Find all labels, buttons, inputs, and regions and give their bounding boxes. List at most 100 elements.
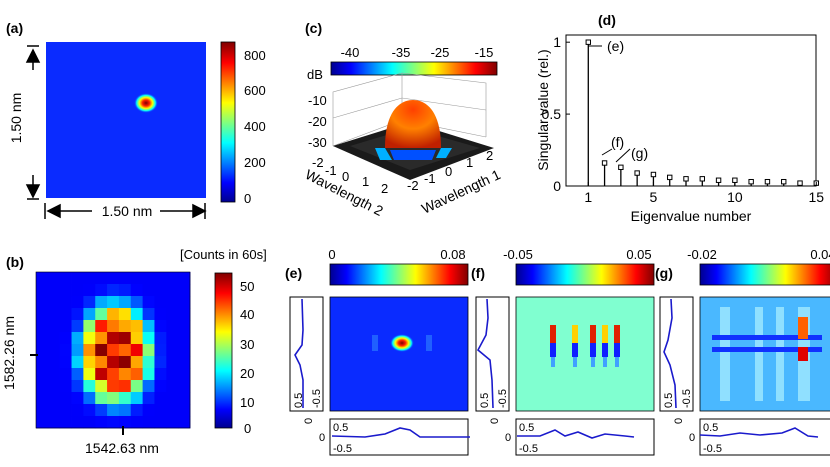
panel-f-lobe (614, 325, 620, 343)
panel-g-band (776, 307, 784, 401)
panel-a-x-scale: 1.50 nm (102, 203, 153, 219)
pixel-cell (47, 332, 61, 345)
pixel-cell (59, 392, 72, 405)
panel-c-z-tick-10: -10 (308, 93, 327, 108)
pixel-cell (59, 416, 72, 429)
chart-point (667, 174, 673, 181)
panel-a-cb-tick-800: 800 (244, 48, 266, 63)
panel-e-label: (e) (285, 265, 302, 281)
pixel-cell (142, 272, 155, 285)
pixel-cell (107, 272, 120, 285)
panel-f-bottom-tick-pos: 0.5 (519, 422, 534, 434)
panel-f-left-zero: 0 (489, 418, 501, 424)
pixel-cell (95, 332, 108, 345)
panel-c-y-tick-2: 2 (486, 148, 493, 163)
panel-c-colorbar (330, 61, 498, 76)
panel-f-lobe (550, 343, 556, 357)
chart-y-tick-label: 0.5 (542, 106, 562, 122)
pixel-cell (59, 368, 72, 381)
pixel-cell (36, 356, 49, 369)
pixel-cell (36, 368, 49, 381)
panel-a-cb-tick-200: 200 (244, 155, 266, 170)
panel-e-spot (390, 334, 414, 352)
pixel-cell (95, 272, 108, 285)
pixel-cell (118, 392, 132, 405)
panel-g-band (720, 307, 730, 401)
pixel-cell (154, 308, 167, 321)
panel-f-lobe (603, 357, 607, 367)
panel-g-cb-min: -0.02 (687, 247, 717, 262)
pixel-cell (95, 416, 108, 429)
panel-f-left-tick-neg: -0.5 (497, 389, 509, 408)
panel-g-band (798, 347, 808, 361)
pixel-cell (130, 308, 144, 321)
pixel-cell (59, 344, 72, 357)
panel-b-cb-tick-0: 0 (244, 421, 251, 436)
pixel-cell (142, 356, 155, 369)
pixel-cell (107, 416, 120, 429)
pixel-cell (154, 272, 167, 285)
pixel-cell (36, 344, 49, 357)
pixel-cell (142, 332, 155, 345)
panel-g-bottom-tick-neg: -0.5 (703, 443, 722, 455)
pixel-cell (83, 404, 96, 417)
panel-c-z-tick-30: -30 (308, 135, 327, 150)
pixel-cell (47, 416, 61, 429)
panel-c-y-tick-0: 0 (445, 164, 452, 179)
pixel-cell (83, 296, 96, 309)
chart-annot-e: (e) (607, 38, 624, 54)
panel-c-cb-tick-25: -25 (431, 45, 450, 60)
pixel-cell (107, 296, 120, 309)
panel-e: (e) 0 0.08 0.5 -0.5 0 0.5 -0.5 0 (285, 247, 470, 456)
panel-b-cb-tick-40: 40 (240, 307, 254, 322)
chart-point (797, 180, 803, 186)
pixel-cell (130, 392, 144, 405)
pixel-cell (178, 392, 191, 405)
panel-b-cb-tick-10: 10 (240, 395, 254, 410)
pixel-cell (95, 380, 108, 393)
pixel-cell (118, 368, 132, 381)
pixel-cell (59, 296, 72, 309)
pixel-cell (154, 368, 167, 381)
panel-b-label: (b) (6, 254, 24, 270)
pixel-cell (166, 368, 179, 381)
chart-annot-g: (g) (631, 145, 648, 161)
pixel-cell (178, 308, 191, 321)
pixel-cell (83, 392, 96, 405)
pixel-cell (83, 368, 96, 381)
pixel-cell (47, 380, 61, 393)
pixel-cell (83, 272, 96, 285)
chart-annot-f: (f) (611, 134, 624, 150)
pixel-cell (36, 284, 49, 297)
panel-e-sidelobe (372, 335, 378, 351)
chart-x-tick-label: 5 (650, 189, 658, 205)
pixel-cell (47, 272, 61, 285)
panel-c-y-tick-1: 1 (466, 155, 473, 170)
pixel-cell (95, 344, 108, 357)
pixel-cell (83, 332, 96, 345)
pixel-cell (166, 392, 179, 405)
chart-y-axis-label: Singular value (rel.) (535, 49, 551, 170)
panel-c-y-tick-m2: -2 (407, 178, 419, 193)
panel-f-lobe (572, 325, 578, 343)
panel-a-y-scale: 1.50 nm (8, 93, 24, 144)
pixel-cell (142, 284, 155, 297)
panel-g-band (755, 307, 763, 401)
chart-point (748, 178, 754, 185)
panel-f-colorbar (515, 263, 655, 286)
pixel-cell (178, 368, 191, 381)
panel-c-cb-tick-35: -35 (392, 45, 411, 60)
panel-g-left-tick-neg: -0.5 (681, 389, 693, 408)
pixel-cell (47, 404, 61, 417)
panel-b-cb-tick-20: 20 (240, 366, 254, 381)
panel-e-cb-max: 0.08 (440, 247, 465, 262)
panel-g-band (712, 335, 822, 340)
pixel-cell (130, 332, 144, 345)
panel-g-band (798, 317, 808, 339)
pixel-cell (59, 404, 72, 417)
chart-frame (565, 34, 817, 187)
panel-e-left-zero: 0 (303, 418, 315, 424)
chart-y-tick-label: 1 (553, 34, 561, 50)
panel-g: (g) -0.02 0.04 0.5 -0.5 0 0.5 -0.5 0 (655, 247, 830, 456)
